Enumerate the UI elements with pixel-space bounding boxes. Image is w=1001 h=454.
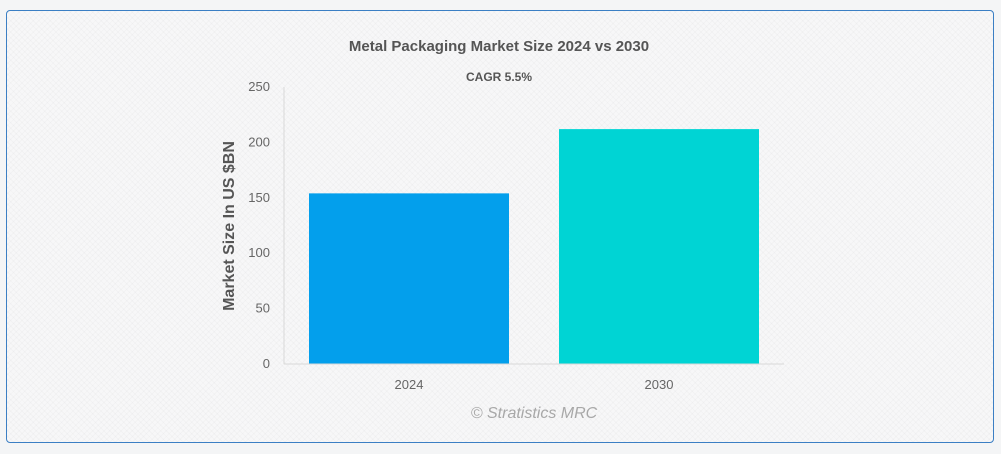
x-tick-label: 2030 bbox=[645, 377, 674, 392]
y-tick-label: 150 bbox=[248, 190, 270, 205]
chart-title: Metal Packaging Market Size 2024 vs 2030 bbox=[349, 38, 649, 55]
bar-2030 bbox=[559, 129, 759, 364]
y-axis-label: Market Size In US $BN bbox=[221, 141, 238, 311]
y-tick-label: 0 bbox=[263, 356, 270, 371]
y-axis: 0 50 100 150 200 250 bbox=[248, 79, 285, 371]
y-tick-label: 200 bbox=[248, 134, 270, 149]
credit-text: © Stratistics MRC bbox=[471, 405, 598, 422]
chart-subtitle: CAGR 5.5% bbox=[466, 70, 532, 84]
y-tick-label: 250 bbox=[248, 79, 270, 94]
bars bbox=[309, 129, 759, 364]
x-axis: 2024 2030 bbox=[284, 363, 784, 392]
y-tick-label: 100 bbox=[248, 245, 270, 260]
x-tick-label: 2024 bbox=[395, 377, 424, 392]
y-tick-label: 50 bbox=[256, 301, 270, 316]
bar-2024 bbox=[309, 193, 509, 364]
